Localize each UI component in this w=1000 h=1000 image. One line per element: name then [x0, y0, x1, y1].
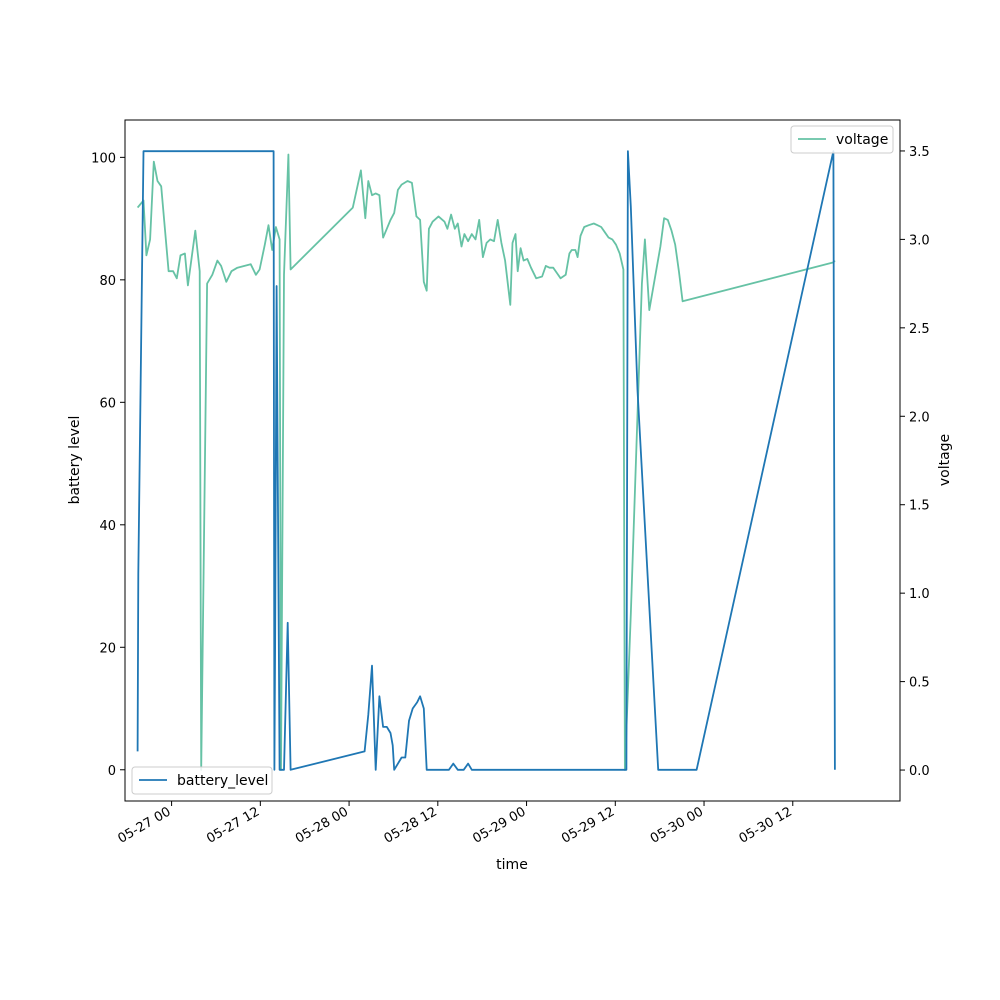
right-y-tick-label: 2.5 — [909, 322, 930, 337]
legend-voltage: voltage — [790, 125, 894, 154]
left-y-tick-label: 40 — [99, 519, 116, 534]
plot-frame — [124, 119, 901, 802]
left-y-tick-label: 100 — [91, 151, 116, 166]
series-line-battery-level — [136, 150, 836, 771]
legend-voltage-label: voltage — [836, 132, 888, 148]
right-y-tick-label: 3.5 — [909, 145, 930, 160]
right-y-tick-label: 0.0 — [909, 764, 930, 779]
right-y-axis-ticks: 0.0 0.5 1.0 1.5 2.0 2.5 3.0 3.5 — [900, 145, 930, 779]
right-y-tick-label: 1.5 — [909, 499, 930, 514]
legend-battery-level-label: battery_level — [177, 773, 268, 789]
right-y-tick-label: 0.5 — [909, 676, 930, 691]
legend-voltage-box — [790, 125, 894, 154]
x-axis-label: time — [496, 857, 528, 873]
series-line-voltage — [136, 153, 836, 771]
right-y-tick-label: 1.0 — [909, 587, 930, 602]
legend-battery-level: battery_level — [131, 766, 273, 795]
legend-battery-level-box — [131, 766, 273, 795]
left-y-tick-label: 0 — [108, 764, 116, 779]
left-y-tick-label: 60 — [99, 396, 116, 411]
left-y-axis-ticks: 0 20 40 60 80 100 — [91, 151, 125, 779]
left-y-axis-label: battery level — [67, 416, 83, 505]
left-y-tick-label: 80 — [99, 274, 116, 289]
plot-lines — [136, 150, 836, 771]
right-y-tick-label: 3.0 — [909, 233, 930, 248]
right-y-tick-label: 2.0 — [909, 410, 930, 425]
left-y-tick-label: 20 — [99, 641, 116, 656]
right-y-axis-label: voltage — [937, 434, 953, 486]
